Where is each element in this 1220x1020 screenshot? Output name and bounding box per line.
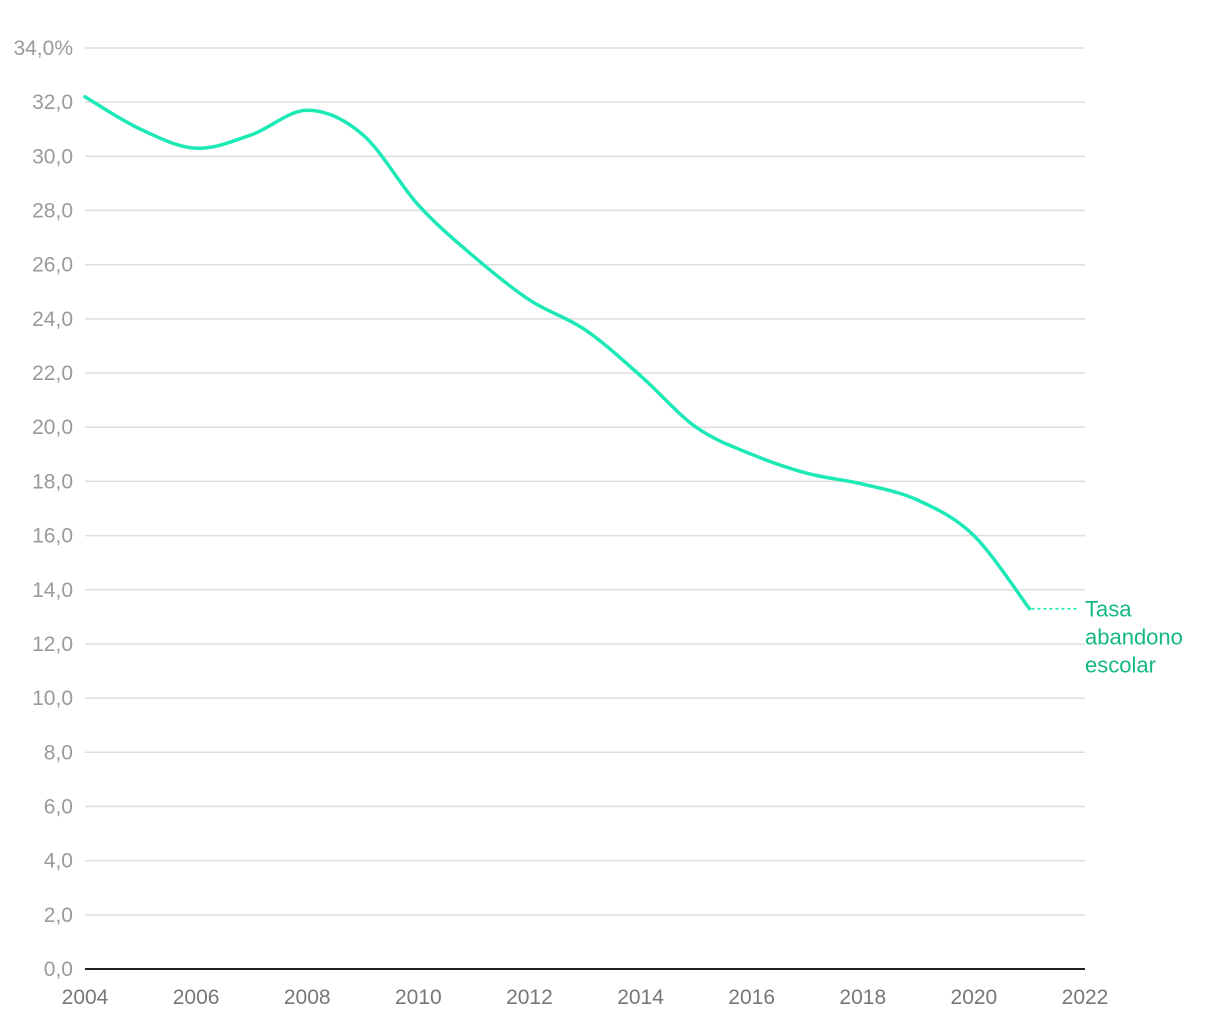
y-tick-label: 8,0 xyxy=(44,741,73,764)
data-point xyxy=(583,328,587,332)
data-point xyxy=(305,108,309,112)
series-label-line: abandono xyxy=(1085,625,1183,650)
x-tick-label: 2004 xyxy=(62,986,109,1009)
y-tick-label: 2,0 xyxy=(44,904,73,927)
series-labels: Tasa abandono escolar xyxy=(1031,597,1183,678)
x-tick-label: 2022 xyxy=(1062,986,1109,1009)
data-point xyxy=(527,298,531,302)
y-tick-label: 22,0 xyxy=(32,362,73,385)
data-point xyxy=(83,95,87,99)
x-tick-label: 2010 xyxy=(395,986,442,1009)
data-point xyxy=(805,471,809,475)
y-axis: 0,0 2,0 4,0 6,0 8,0 10,0 12,0 14,0 16,0 18,0 20,0 2… xyxy=(13,37,73,981)
data-point xyxy=(1027,607,1031,611)
series-line xyxy=(83,95,1032,611)
y-tick-label: 26,0 xyxy=(32,254,73,277)
y-tick-label: 30,0 xyxy=(32,145,73,168)
y-tick-label: 0,0 xyxy=(44,958,73,981)
y-tick-label: 4,0 xyxy=(44,850,73,873)
x-tick-label: 2020 xyxy=(951,986,998,1009)
x-axis: 2004 2006 2008 2010 2012 2014 2016 2018 2020 2022 xyxy=(62,968,1109,1009)
data-point xyxy=(694,425,698,429)
y-tick-label: 24,0 xyxy=(32,308,73,331)
data-point xyxy=(472,255,476,259)
data-point xyxy=(639,374,643,378)
data-point xyxy=(861,482,865,486)
y-tick-label: 16,0 xyxy=(32,525,73,548)
series-label: Tasa abandono escolar xyxy=(1085,597,1183,678)
gridlines xyxy=(85,47,1085,916)
x-tick-label: 2018 xyxy=(839,986,886,1009)
y-tick-label: 14,0 xyxy=(32,579,73,602)
y-tick-label: 10,0 xyxy=(32,687,73,710)
series-label-line: escolar xyxy=(1085,653,1156,678)
data-point xyxy=(972,534,976,538)
x-tick-label: 2006 xyxy=(173,986,220,1009)
data-point xyxy=(250,133,254,137)
data-point xyxy=(416,203,420,207)
x-tick-label: 2012 xyxy=(506,986,553,1009)
data-point xyxy=(361,133,365,137)
series-layer xyxy=(83,95,1032,611)
data-point xyxy=(916,498,920,502)
data-point xyxy=(750,452,754,456)
y-tick-label: 28,0 xyxy=(32,200,73,223)
y-tick-label: 18,0 xyxy=(32,470,73,493)
x-tick-label: 2016 xyxy=(728,986,775,1009)
data-point xyxy=(194,146,198,150)
y-tick-label: 6,0 xyxy=(44,795,73,818)
x-tick-label: 2008 xyxy=(284,986,331,1009)
y-tick-label: 34,0% xyxy=(13,37,73,60)
y-tick-label: 12,0 xyxy=(32,633,73,656)
y-tick-label: 32,0 xyxy=(32,91,73,114)
series-label-line: Tasa xyxy=(1085,597,1132,622)
y-tick-label: 20,0 xyxy=(32,416,73,439)
x-tick-label: 2014 xyxy=(617,986,664,1009)
data-point xyxy=(139,127,143,131)
